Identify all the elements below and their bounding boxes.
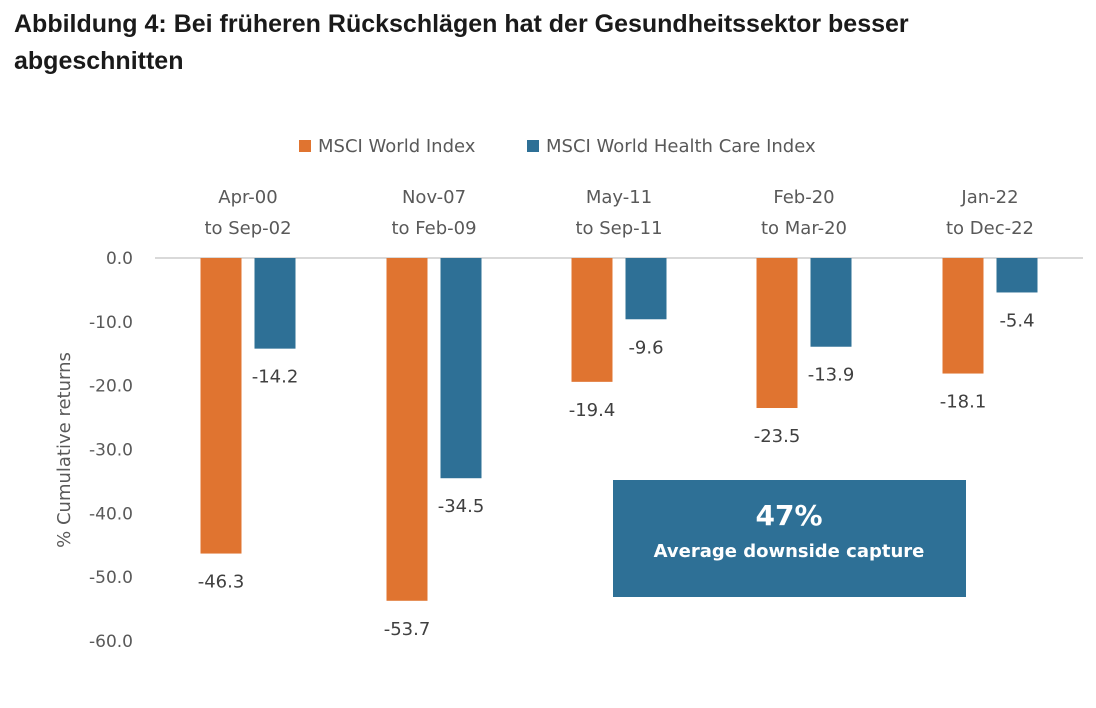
- category-label-line-2: to Mar-20: [761, 218, 847, 239]
- legend-label-1: MSCI World Index: [318, 136, 476, 157]
- data-label: -14.2: [252, 367, 299, 388]
- category-label-line-1: Jan-22: [960, 187, 1018, 208]
- y-tick-label: -10.0: [89, 313, 133, 333]
- data-label: -19.4: [569, 400, 616, 421]
- annotation-text: Average downside capture: [654, 541, 925, 562]
- legend-label-2: MSCI World Health Care Index: [546, 136, 816, 157]
- category-label-line-2: to Sep-02: [204, 218, 291, 239]
- data-label: -53.7: [384, 619, 431, 640]
- world-index-bar-3: [571, 258, 613, 382]
- category-labels: Apr-00 to Sep-02 Nov-07 to Feb-09 May-11 to S…: [204, 187, 1034, 239]
- health-care-bar-5: [996, 258, 1038, 293]
- world-index-bar-5: [942, 258, 984, 374]
- annotation-box-bg: [613, 480, 966, 597]
- category-label-line-1: May-11: [586, 187, 652, 208]
- bars: [200, 258, 1038, 601]
- data-label: -23.5: [754, 426, 801, 447]
- legend: MSCI World Index MSCI World Health Care I…: [299, 136, 816, 157]
- world-index-bar-2: [386, 258, 428, 601]
- health-care-bar-3: [625, 258, 667, 320]
- category-label-line-2: to Sep-11: [575, 218, 662, 239]
- health-care-bar-1: [254, 258, 296, 349]
- data-label: -46.3: [198, 572, 245, 593]
- y-tick-label: -30.0: [89, 441, 133, 461]
- figure-title: Abbildung 4: Bei früheren Rückschlägen h…: [14, 10, 909, 75]
- annotation-box: 47% Average downside capture: [613, 480, 966, 597]
- annotation-value: 47%: [755, 499, 822, 532]
- y-tick-label: 0.0: [106, 249, 133, 269]
- health-care-bar-4: [810, 258, 852, 347]
- y-tick-label: -20.0: [89, 377, 133, 397]
- data-label: -13.9: [808, 365, 855, 386]
- legend-swatch-1: [299, 140, 311, 152]
- category-label-line-2: to Feb-09: [391, 218, 476, 239]
- data-label: -34.5: [438, 496, 485, 517]
- category-label-line-1: Nov-07: [402, 187, 466, 208]
- data-labels: -46.3 -53.7 -19.4 -23.5 -18.1 -14.2 -34.5 -9.6 -…: [198, 310, 1035, 639]
- category-label-line-1: Feb-20: [773, 187, 834, 208]
- y-axis-title-group: % Cumulative returns: [54, 352, 75, 548]
- data-label: -18.1: [940, 392, 987, 413]
- y-tick-label: -50.0: [89, 568, 133, 588]
- legend-swatch-2: [527, 140, 539, 152]
- y-tick-label: -60.0: [89, 632, 133, 652]
- world-index-bar-1: [200, 258, 242, 554]
- y-axis-ticks: 0.0 -10.0 -20.0 -30.0 -40.0 -50.0 -60.0: [89, 249, 1083, 652]
- data-label: -9.6: [628, 337, 663, 358]
- health-care-bar-2: [440, 258, 482, 479]
- category-label-line-2: to Dec-22: [946, 218, 1034, 239]
- y-axis-title: % Cumulative returns: [54, 352, 75, 548]
- y-tick-label: -40.0: [89, 504, 133, 524]
- world-index-bar-4: [756, 258, 798, 409]
- category-label-line-1: Apr-00: [218, 187, 277, 208]
- data-label: -5.4: [999, 310, 1034, 331]
